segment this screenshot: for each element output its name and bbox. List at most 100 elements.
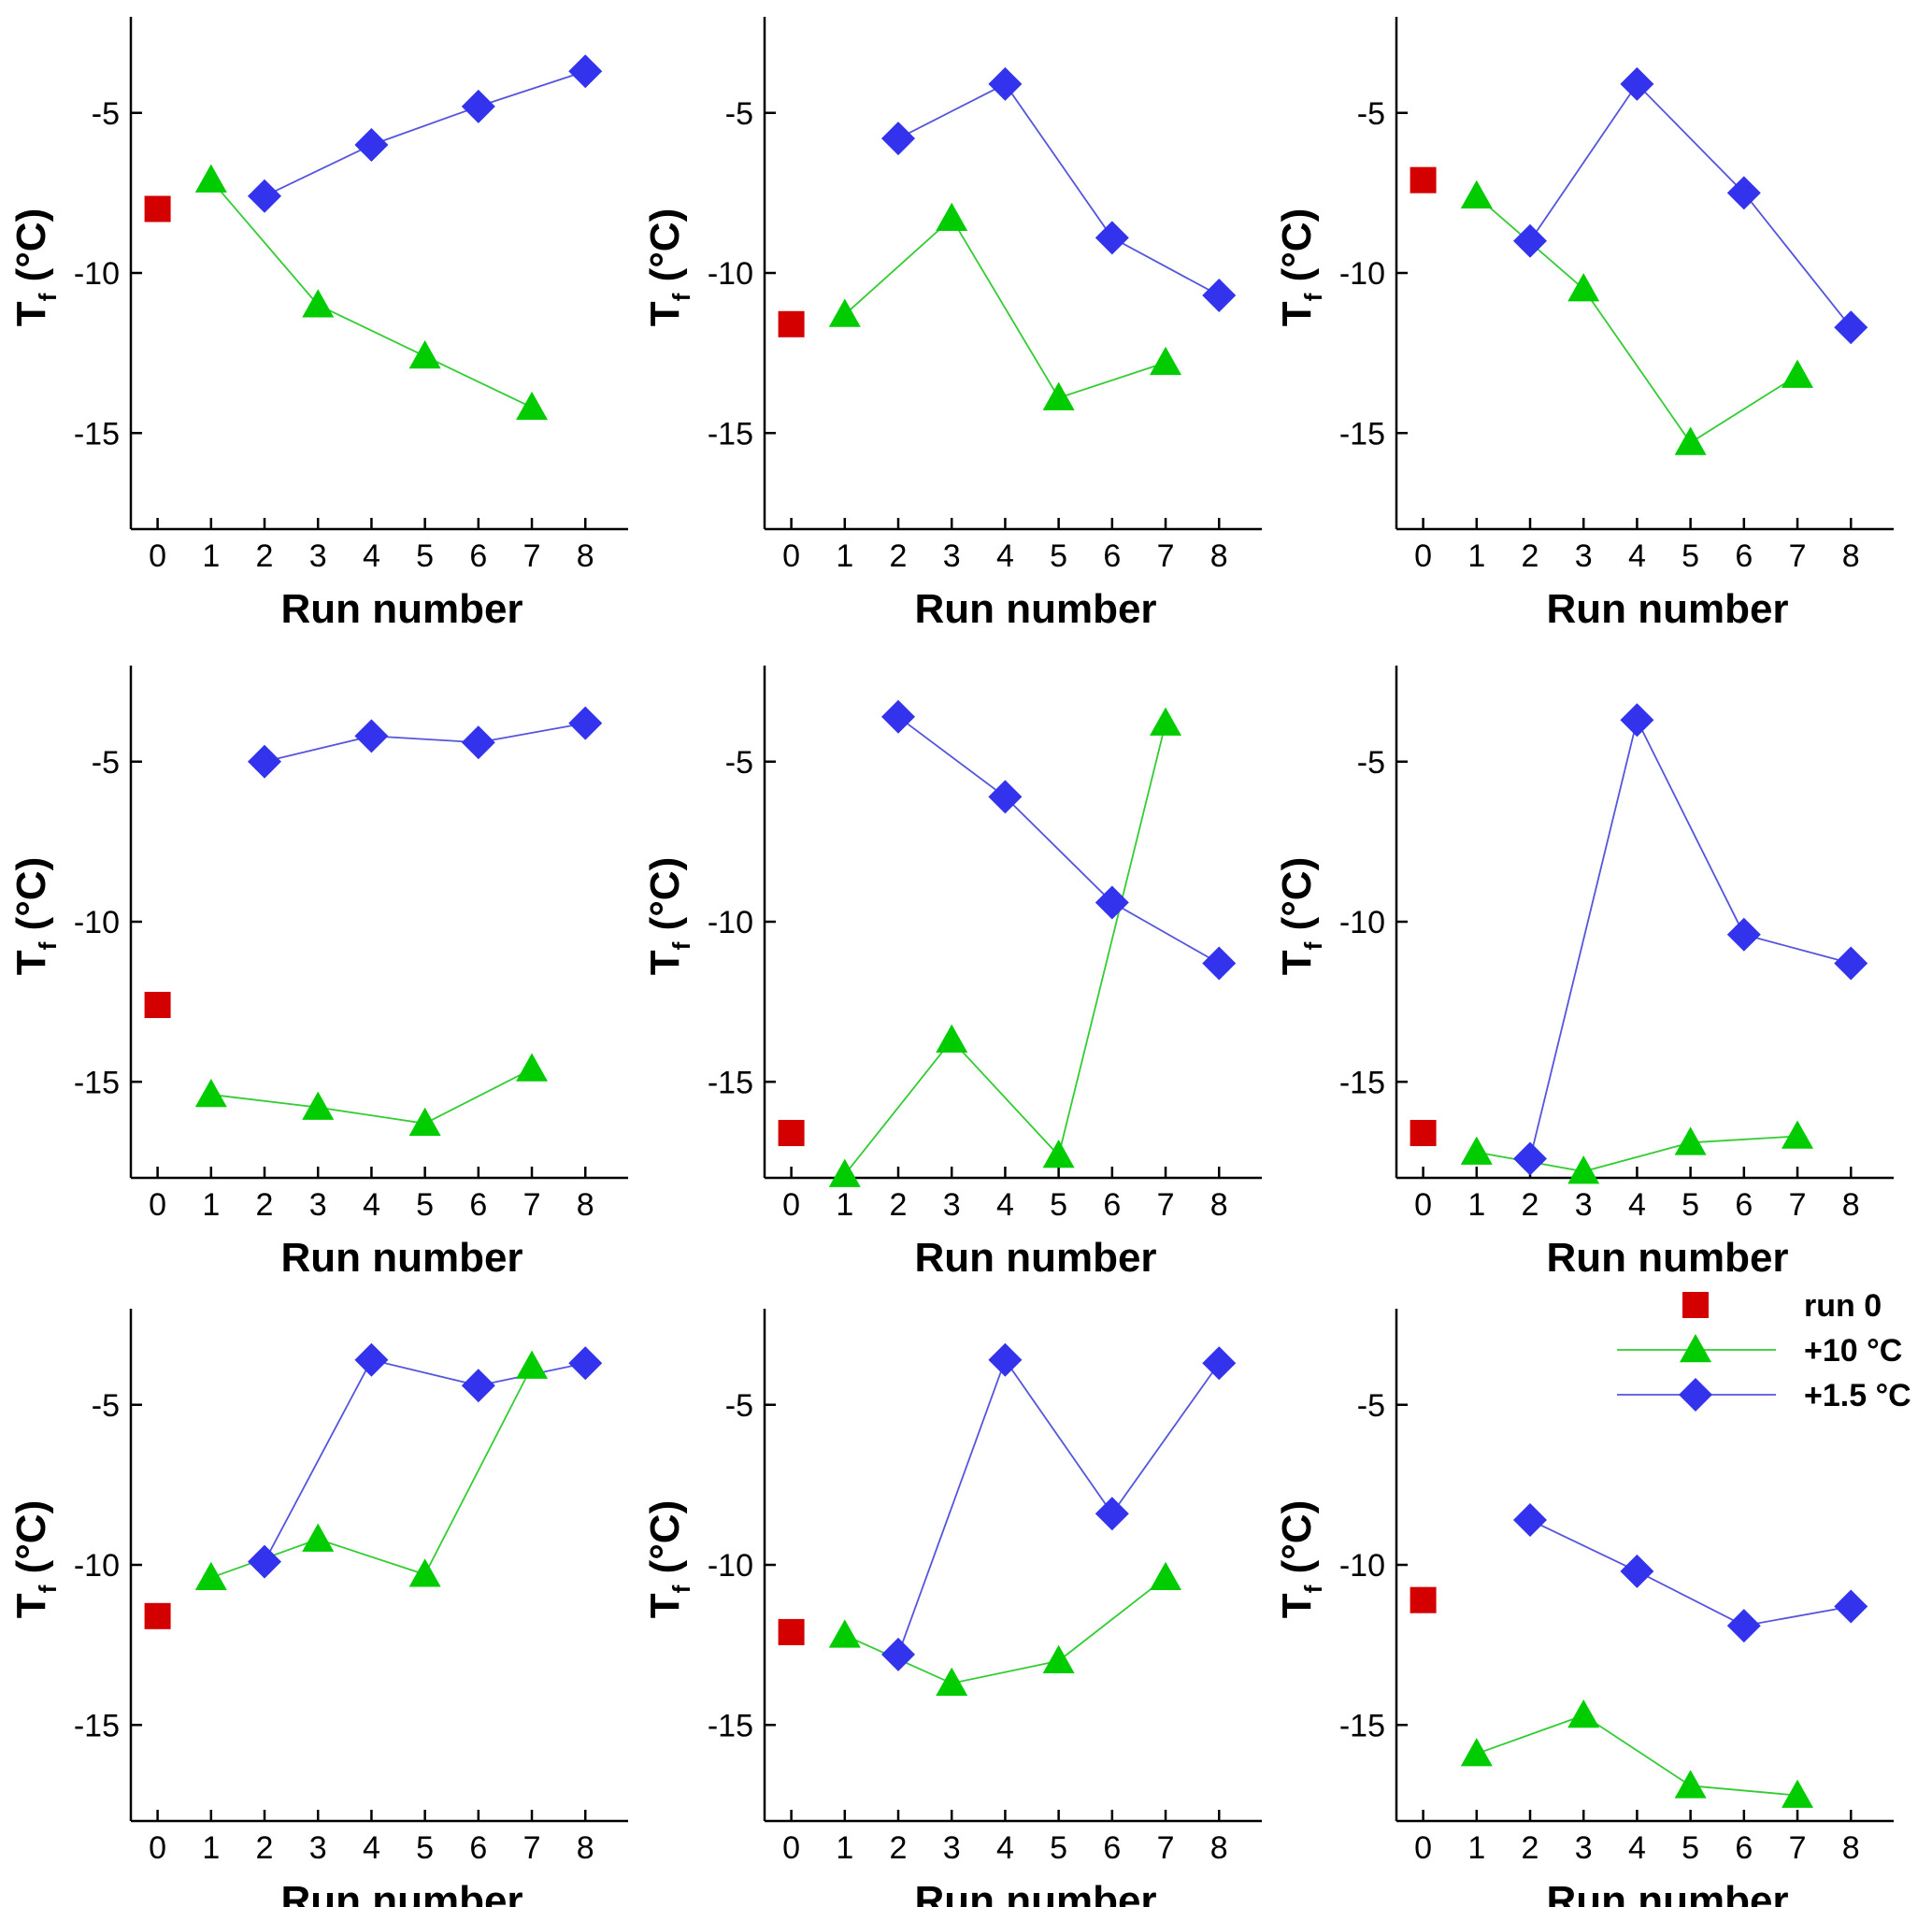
x-tick-label: 6 [1735, 1187, 1753, 1223]
y-tick-label: -5 [725, 745, 753, 781]
x-tick-label: 8 [1842, 1830, 1860, 1866]
x-tick-label: 7 [523, 538, 541, 574]
y-axis-title-unit: (°C) [8, 208, 54, 294]
series-line-triangle [844, 1576, 1166, 1685]
x-axis-title: Run number [1546, 1878, 1788, 1907]
data-point-triangle [1782, 1779, 1814, 1808]
y-axis-title-unit: (°C) [1274, 1500, 1320, 1585]
x-tick-label: 1 [836, 1830, 853, 1866]
x-tick-label: 7 [523, 1830, 541, 1866]
data-point-triangle [408, 340, 441, 369]
data-point-triangle [1042, 1140, 1075, 1169]
x-tick-label: 2 [256, 1830, 274, 1866]
data-point-diamond [1202, 946, 1237, 981]
y-tick-label: -10 [1339, 1548, 1385, 1584]
y-tick-label: -15 [708, 416, 753, 452]
y-axis-title: Tf (°C) [8, 208, 62, 326]
x-tick-label: 5 [1682, 1830, 1699, 1866]
x-tick-label: 8 [1842, 1187, 1860, 1223]
x-tick-label: 4 [1628, 1187, 1646, 1223]
x-axis-title: Run number [280, 1878, 522, 1907]
y-tick-label: -5 [725, 1388, 753, 1424]
y-tick-label: -5 [1357, 96, 1385, 132]
x-axis-title: Run number [280, 586, 522, 632]
y-tick-label: -10 [74, 1548, 120, 1584]
x-tick-label: 8 [1210, 538, 1228, 574]
data-point-diamond [1620, 66, 1654, 101]
data-point-square [144, 195, 171, 222]
data-point-triangle [1460, 179, 1493, 209]
series-line-diamond [264, 70, 586, 197]
legend-marker-plus15 [1679, 1378, 1712, 1412]
y-axis-title-subscript: f [1299, 293, 1327, 301]
data-point-diamond [1726, 1609, 1761, 1643]
y-axis-title: Tf (°C) [642, 208, 695, 326]
y-tick-label: -15 [1339, 1065, 1385, 1100]
x-tick-label: 5 [416, 1830, 434, 1866]
data-point-square [778, 1618, 805, 1645]
legend-label-plus10: +10 °C [1804, 1333, 1902, 1369]
data-point-square [144, 1602, 171, 1629]
y-tick-label: -5 [92, 96, 120, 132]
x-tick-label: 1 [1467, 538, 1485, 574]
data-point-triangle [828, 298, 861, 327]
data-point-diamond [1513, 1141, 1548, 1176]
y-axis-title-subscript: f [667, 293, 695, 301]
y-axis-title-unit: (°C) [1274, 857, 1320, 942]
x-tick-label: 0 [782, 1187, 800, 1223]
data-point-diamond [1834, 1589, 1868, 1624]
y-tick-label: -10 [1339, 905, 1385, 940]
x-tick-label: 1 [202, 538, 220, 574]
data-point-triangle [194, 1078, 227, 1108]
y-axis-title-unit: (°C) [8, 857, 54, 942]
x-tick-label: 3 [943, 1830, 961, 1866]
x-axis-title: Run number [280, 1235, 522, 1281]
data-point-diamond [461, 725, 495, 760]
x-tick-label: 3 [943, 1187, 961, 1223]
y-axis-title-unit: (°C) [642, 208, 688, 294]
legend-label-plus15: +1.5 °C [1804, 1378, 1911, 1413]
x-tick-label: 7 [523, 1187, 541, 1223]
y-axis-title-unit: (°C) [8, 1500, 54, 1585]
series-line-triangle [210, 1068, 533, 1125]
panel-8: -5 -10 -15 0 1 2 3 4 5 6 7 8 Run number Tf (°C) [642, 1309, 1262, 1907]
data-point-triangle [1567, 1155, 1600, 1184]
data-point-triangle [1150, 346, 1182, 376]
data-point-triangle [302, 289, 335, 318]
y-axis-title-subscript: f [667, 941, 695, 950]
x-tick-label: 4 [363, 538, 380, 574]
data-point-diamond [354, 719, 389, 753]
x-tick-label: 8 [1210, 1830, 1228, 1866]
x-tick-label: 7 [1157, 538, 1175, 574]
x-tick-label: 2 [890, 1830, 908, 1866]
y-axis-title-subscript: f [1299, 1584, 1327, 1593]
y-axis-title-symbol: T [8, 950, 54, 975]
data-point-triangle [1460, 1738, 1493, 1767]
series-line-diamond [897, 716, 1220, 965]
y-axis-title-subscript: f [34, 1584, 62, 1593]
data-point-triangle [1782, 359, 1814, 388]
x-tick-label: 6 [1735, 1830, 1753, 1866]
x-tick-label: 3 [309, 538, 327, 574]
y-tick-label: -5 [92, 1388, 120, 1424]
series-line-triangle [844, 217, 1166, 399]
x-tick-label: 3 [309, 1830, 327, 1866]
data-point-square [1410, 1586, 1437, 1613]
legend-label-run0: run 0 [1804, 1288, 1882, 1324]
series-line-diamond [897, 82, 1220, 296]
data-point-triangle [1150, 707, 1182, 736]
x-tick-label: 1 [1467, 1830, 1485, 1866]
x-tick-label: 4 [996, 1830, 1014, 1866]
data-point-diamond [1202, 278, 1237, 312]
y-axis-title: Tf (°C) [8, 1500, 62, 1618]
x-tick-label: 1 [1467, 1187, 1485, 1223]
data-point-triangle [516, 391, 549, 421]
data-point-square [144, 992, 171, 1019]
x-tick-label: 7 [1157, 1187, 1175, 1223]
series-line-diamond [897, 1357, 1220, 1656]
x-tick-label: 6 [469, 538, 487, 574]
x-tick-label: 3 [1575, 1830, 1593, 1866]
x-tick-label: 8 [1842, 538, 1860, 574]
data-point-triangle [1674, 426, 1707, 455]
